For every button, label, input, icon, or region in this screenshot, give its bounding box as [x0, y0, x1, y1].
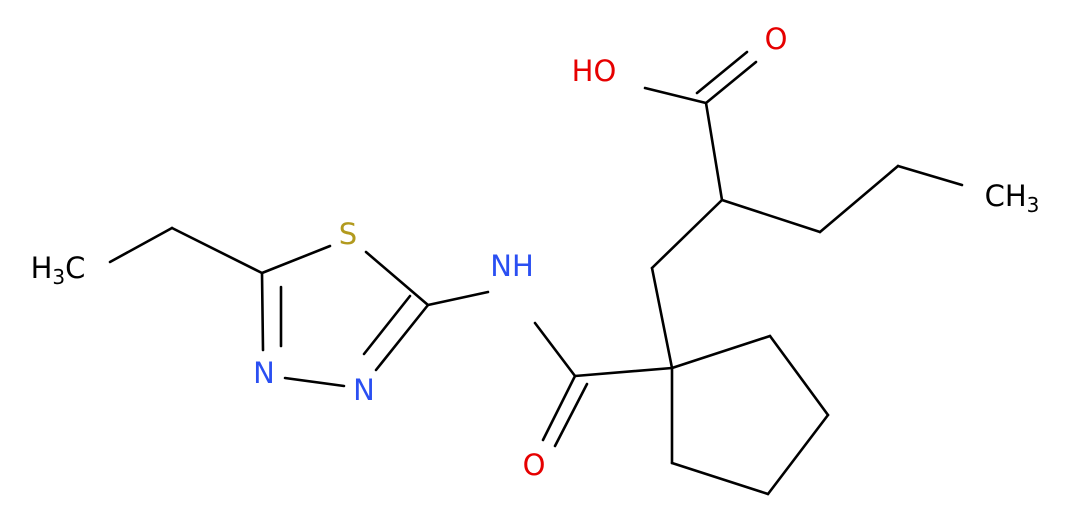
atom-label: H3C	[31, 251, 86, 289]
atom-label: N	[253, 356, 275, 390]
atom-labels: HO O CH3 H3C S NH N N O	[31, 22, 1040, 482]
atom-label: S	[339, 217, 357, 251]
bonds	[108, 50, 964, 496]
atom-label: NH	[490, 249, 534, 283]
atom-label: O	[523, 448, 546, 482]
atom-label: O	[765, 22, 788, 56]
atom-label: N	[353, 373, 375, 407]
atom-label: HO	[572, 54, 617, 88]
atom-label: CH3	[985, 179, 1040, 217]
